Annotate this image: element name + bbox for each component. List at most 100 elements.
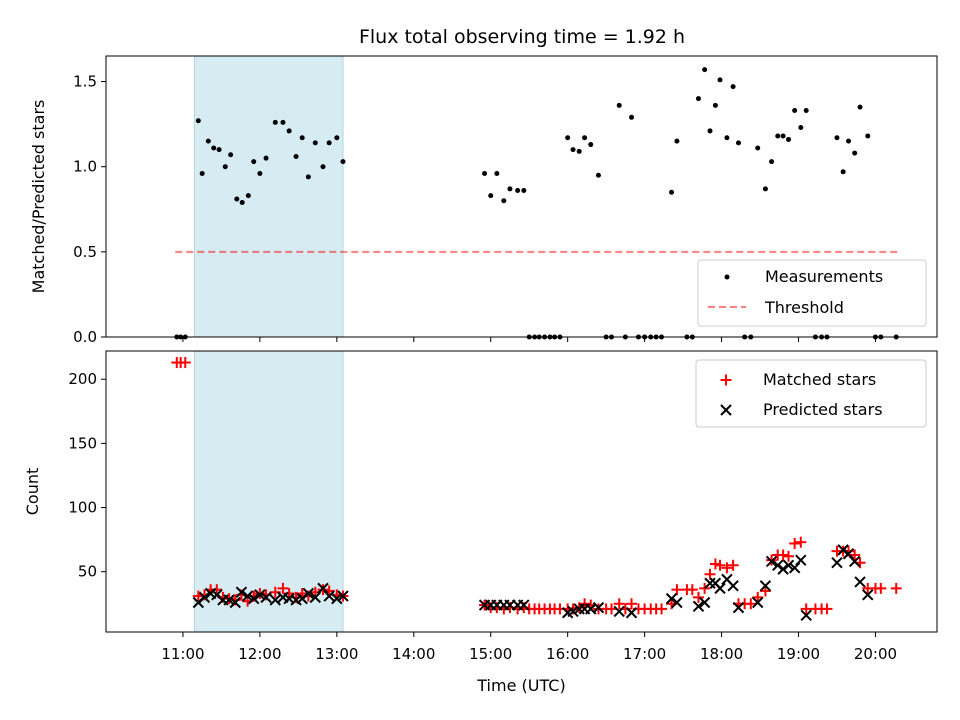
x-tick-label: 19:00 <box>777 645 820 663</box>
measurement-point <box>340 159 346 165</box>
legend-measurements-marker <box>724 274 730 280</box>
predicted-star-point <box>848 555 861 568</box>
bottom-y-axis-label: Count <box>23 468 42 516</box>
measurement-point <box>234 196 240 202</box>
bottom-panel-count: 50 100 150 200 11:00 12:00 13:00 14:00 15:00 16:… <box>23 350 938 695</box>
predicted-star-point <box>831 557 843 569</box>
matched-star-point <box>721 562 733 574</box>
predicted-star-point <box>692 600 705 613</box>
predicted-star-point <box>732 601 745 614</box>
predicted-star-point <box>782 559 795 571</box>
predicted-star-point <box>765 555 778 568</box>
top-panel-ratio: 0.0 0.5 1.0 1.5 Matched/Predicted stars Mea… <box>29 55 938 346</box>
top-legend-box <box>697 259 927 327</box>
predicted-star-point <box>269 594 281 606</box>
top-panel-frame <box>105 55 938 338</box>
observing-window-shade-top <box>193 55 344 338</box>
y-tick-label: 1.5 <box>73 73 97 91</box>
matched-star-point <box>759 585 771 597</box>
matched-star-point <box>795 536 807 548</box>
matched-star-point <box>692 591 704 603</box>
measurement-point <box>702 67 708 73</box>
measurement-point <box>846 138 852 144</box>
matched-star-point <box>579 598 591 610</box>
legend-cross-glyph <box>720 404 732 416</box>
measurement-point <box>695 96 701 102</box>
measurement-point <box>507 186 513 192</box>
predicted-star-point <box>777 563 789 575</box>
matched-star-point <box>727 559 739 571</box>
predicted-star-point <box>567 605 579 618</box>
x-tick-label: 20:00 <box>854 645 897 663</box>
measurement-point <box>195 118 201 124</box>
predicted-star-point <box>592 601 605 614</box>
measurement-point <box>669 189 675 195</box>
measurement-point <box>724 135 730 141</box>
legend-plus-glyph <box>720 374 732 386</box>
predicted-star-point <box>795 554 807 566</box>
measurement-point <box>769 159 775 165</box>
predicted-star-point <box>665 592 678 605</box>
measurement-point <box>798 125 804 131</box>
y-tick-label: 1.0 <box>73 158 97 176</box>
measurement-point <box>293 153 299 159</box>
measurement-point <box>707 128 713 134</box>
measurement-point <box>803 107 809 113</box>
bottom-x-axis: 11:00 12:00 13:00 14:00 15:00 16:00 17:00 18:00… <box>161 632 897 663</box>
measurement-point <box>576 148 582 154</box>
bottom-panel-frame <box>105 350 938 633</box>
measurement-point <box>629 114 635 120</box>
y-tick-label: 0.5 <box>73 243 97 261</box>
x-tick-label: 18:00 <box>700 645 743 663</box>
measurement-point <box>865 133 871 139</box>
measurement-point <box>488 193 494 199</box>
measurement-point <box>762 186 768 192</box>
measurement-point <box>326 140 332 146</box>
measurement-point <box>334 135 340 141</box>
predicted-stars-points <box>192 544 874 622</box>
predicted-star-point <box>714 582 726 595</box>
matched-star-point <box>714 559 726 571</box>
measurement-point <box>245 193 251 199</box>
predicted-star-point <box>260 591 272 604</box>
measurement-point <box>251 159 257 165</box>
x-axis-label: Time (UTC) <box>476 676 565 695</box>
predicted-star-point <box>317 582 329 595</box>
measurement-point <box>570 147 576 153</box>
predicted-star-point <box>800 609 812 622</box>
predicted-star-point <box>772 559 784 571</box>
x-tick-label: 11:00 <box>161 645 204 663</box>
measurement-point <box>257 171 263 177</box>
matched-star-point <box>686 584 698 596</box>
measurement-point <box>735 140 741 146</box>
predicted-star-point <box>862 589 874 601</box>
x-tick-label: 13:00 <box>315 645 358 663</box>
matched-star-point <box>606 603 618 615</box>
measurement-point <box>834 135 840 141</box>
predicted-star-point <box>759 580 772 592</box>
measurement-point <box>840 169 846 175</box>
y-tick-label: 0.0 <box>73 328 97 346</box>
x-tick-label: 15:00 <box>469 645 512 663</box>
matched-star-point <box>890 582 902 594</box>
matched-star-point <box>296 588 308 600</box>
predicted-star-point <box>613 605 625 618</box>
measurement-point <box>588 142 594 148</box>
measurement-point <box>857 104 863 110</box>
measurement-point <box>286 128 292 134</box>
measurement-point <box>239 199 245 205</box>
measurement-point <box>482 171 488 177</box>
matched-star-point <box>277 582 289 594</box>
measurement-point <box>712 102 718 108</box>
measurement-point <box>263 155 269 161</box>
bottom-y-axis: 50 100 150 200 <box>68 370 106 581</box>
x-tick-label: 17:00 <box>623 645 666 663</box>
measurement-point <box>852 150 858 156</box>
measurement-point <box>674 138 680 144</box>
matched-star-point <box>752 591 764 603</box>
predicted-star-point <box>323 590 335 602</box>
matched-star-point <box>671 584 683 596</box>
measurement-point <box>595 172 601 178</box>
matched-star-point <box>626 598 638 610</box>
